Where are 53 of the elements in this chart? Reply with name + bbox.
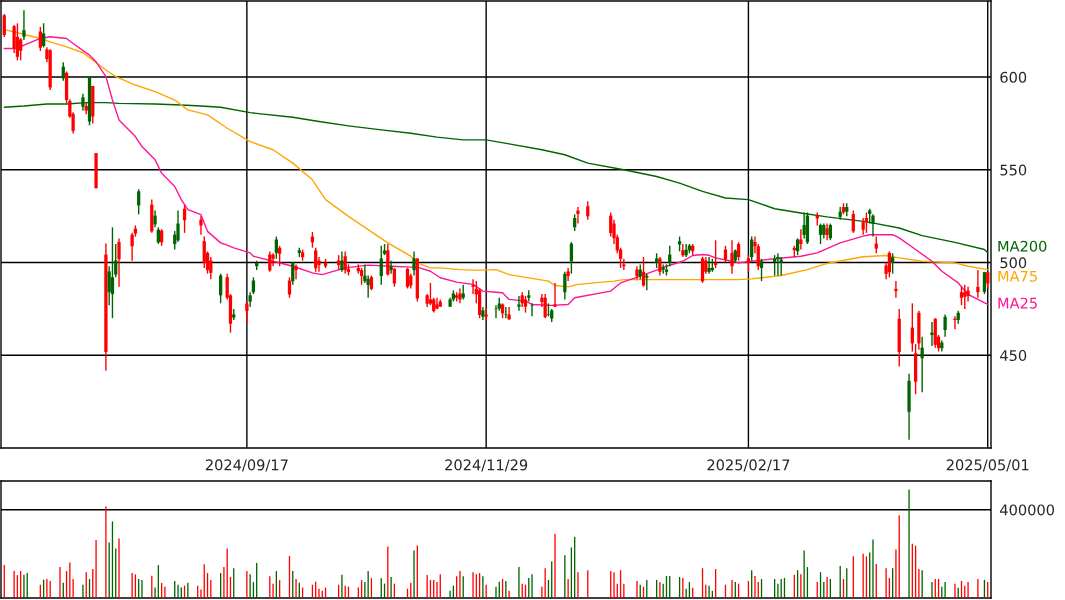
candlestick	[340, 250, 344, 273]
candlestick	[314, 246, 318, 273]
candlestick	[199, 215, 203, 236]
candlestick	[543, 293, 547, 319]
candlestick	[891, 252, 895, 275]
candlestick	[343, 250, 347, 275]
candlestick	[871, 213, 875, 238]
candlestick	[517, 295, 521, 312]
candlestick	[137, 188, 141, 215]
candlestick	[943, 313, 947, 338]
candlestick	[576, 206, 580, 225]
candlestick	[245, 300, 249, 325]
candlestick	[802, 211, 806, 240]
candlestick	[278, 245, 282, 267]
candlestick	[976, 269, 980, 299]
candlestick	[953, 315, 957, 330]
candlestick	[22, 9, 26, 41]
candlestick	[530, 302, 534, 318]
candlestick	[412, 250, 416, 277]
candlestick	[294, 263, 298, 280]
candlestick	[38, 26, 42, 52]
candlestick	[773, 254, 777, 277]
candlestick	[19, 37, 23, 62]
candlestick	[776, 252, 780, 277]
candlestick	[930, 321, 934, 347]
x-tick-label: 2025/05/01	[946, 459, 1029, 472]
y-tick-label: 550	[1000, 164, 1027, 176]
candlestick	[379, 245, 383, 286]
candlestick	[759, 258, 764, 282]
candlestick	[2, 13, 6, 38]
candlestick	[658, 256, 662, 277]
y-tick-label: 400000	[1000, 504, 1055, 516]
candlestick	[799, 228, 803, 251]
candlestick	[563, 271, 567, 301]
series-label: MA25	[998, 297, 1037, 309]
x-tick-label: 2025/02/17	[707, 459, 790, 472]
candlestick	[894, 280, 898, 299]
candlestick	[110, 226, 115, 319]
candlestick	[15, 22, 20, 62]
candlestick	[586, 200, 590, 221]
candlestick	[553, 282, 557, 308]
x-tick-label: 2024/09/17	[205, 459, 288, 472]
candlestick	[959, 285, 964, 306]
y-tick-label: 500	[1000, 257, 1027, 269]
series-label: MA200	[998, 240, 1047, 252]
series-label: MA75	[998, 270, 1037, 282]
x-tick-label: 2024/11/29	[445, 459, 528, 472]
y-tick-label: 450	[1000, 349, 1027, 362]
candlestick	[41, 22, 46, 49]
candlestick	[117, 237, 121, 288]
y-tick-label: 600	[1000, 71, 1027, 83]
candlestick	[661, 263, 665, 275]
candlestick	[389, 259, 393, 275]
